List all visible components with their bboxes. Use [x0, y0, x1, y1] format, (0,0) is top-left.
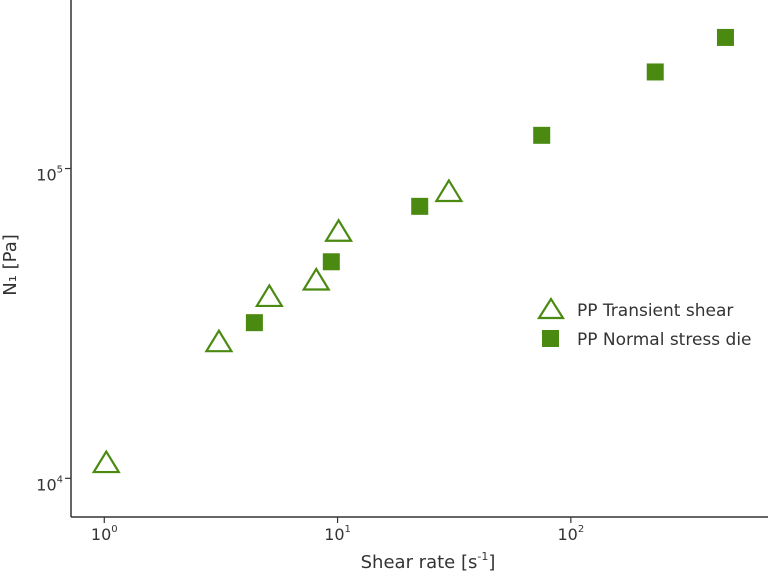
legend-marker-normal-stress-die — [542, 330, 559, 347]
y-tick-label: 105 — [36, 165, 63, 185]
data-point-normal-stress-die — [533, 126, 551, 144]
legend-label-transient-shear: PP Transient shear — [577, 301, 733, 321]
legend-marker-transient-shear — [537, 296, 565, 320]
data-point-normal-stress-die — [322, 253, 340, 271]
data-point-normal-stress-die — [646, 63, 664, 81]
data-point-normal-stress-die — [716, 28, 734, 46]
legend: PP Transient shear PP Normal stress die — [537, 296, 752, 350]
data-point-transient-shear — [301, 266, 331, 291]
data-point-transient-shear — [91, 449, 121, 474]
data-point-transient-shear — [324, 218, 354, 242]
x-axis-title: Shear rate [s-1] — [361, 550, 496, 573]
data-point-normal-stress-die — [411, 197, 429, 215]
legend-label-normal-stress-die: PP Normal stress die — [577, 330, 752, 350]
x-tick-label: 102 — [557, 524, 584, 544]
y-axis-title: N₁ [Pa] — [0, 234, 21, 296]
data-marks — [91, 28, 734, 474]
x-axis-title-exponent: -1 — [477, 550, 488, 563]
y-tick-group: 104 105 — [36, 165, 71, 494]
data-point-transient-shear — [254, 283, 284, 308]
x-tick-label: 101 — [324, 524, 351, 544]
data-point-transient-shear — [204, 328, 234, 353]
data-point-normal-stress-die — [245, 314, 263, 332]
x-tick-group: 100 101 102 — [91, 517, 584, 544]
y-tick-label: 104 — [36, 474, 63, 494]
x-tick-label: 100 — [91, 524, 118, 544]
data-point-transient-shear — [434, 178, 464, 203]
